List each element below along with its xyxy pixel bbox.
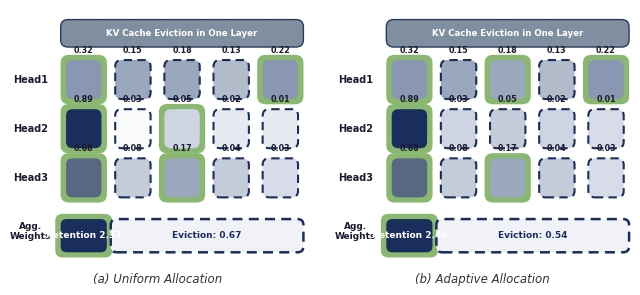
Text: 0.89: 0.89 — [74, 95, 93, 104]
FancyBboxPatch shape — [66, 158, 101, 197]
Text: 0.05: 0.05 — [498, 95, 518, 104]
FancyBboxPatch shape — [441, 60, 476, 99]
FancyBboxPatch shape — [111, 219, 303, 252]
Text: KV Cache Eviction in One Layer: KV Cache Eviction in One Layer — [432, 29, 584, 38]
FancyBboxPatch shape — [164, 60, 200, 99]
Text: 0.13: 0.13 — [221, 46, 241, 55]
FancyBboxPatch shape — [539, 158, 575, 197]
FancyBboxPatch shape — [387, 104, 433, 153]
FancyBboxPatch shape — [490, 60, 525, 99]
FancyBboxPatch shape — [387, 153, 433, 203]
FancyBboxPatch shape — [115, 109, 150, 148]
Text: Head3: Head3 — [13, 173, 47, 183]
Text: 0.32: 0.32 — [74, 46, 93, 55]
FancyBboxPatch shape — [387, 219, 433, 252]
FancyBboxPatch shape — [539, 109, 575, 148]
FancyBboxPatch shape — [484, 55, 531, 104]
FancyBboxPatch shape — [262, 158, 298, 197]
Text: 0.03: 0.03 — [271, 144, 290, 153]
Text: 0.08: 0.08 — [123, 144, 143, 153]
Text: 0.02: 0.02 — [221, 95, 241, 104]
FancyBboxPatch shape — [164, 109, 200, 148]
FancyBboxPatch shape — [159, 104, 205, 153]
Text: 0.18: 0.18 — [498, 46, 518, 55]
FancyBboxPatch shape — [490, 158, 525, 197]
FancyBboxPatch shape — [61, 219, 107, 252]
FancyBboxPatch shape — [441, 109, 476, 148]
Text: 0.18: 0.18 — [172, 46, 192, 55]
FancyBboxPatch shape — [392, 158, 427, 197]
FancyBboxPatch shape — [381, 214, 438, 258]
Text: Eviction: 0.67: Eviction: 0.67 — [172, 231, 242, 240]
FancyBboxPatch shape — [392, 60, 427, 99]
FancyBboxPatch shape — [66, 60, 101, 99]
FancyBboxPatch shape — [164, 158, 200, 197]
FancyBboxPatch shape — [61, 104, 107, 153]
Text: 0.17: 0.17 — [172, 144, 192, 153]
Text: Head1: Head1 — [13, 75, 47, 85]
FancyBboxPatch shape — [441, 158, 476, 197]
Text: Agg.
Weights: Agg. Weights — [335, 222, 376, 241]
Text: 0.17: 0.17 — [498, 144, 518, 153]
FancyBboxPatch shape — [484, 153, 531, 203]
FancyBboxPatch shape — [262, 109, 298, 148]
FancyBboxPatch shape — [490, 109, 525, 148]
Text: 0.03: 0.03 — [596, 144, 616, 153]
Text: Head3: Head3 — [339, 173, 373, 183]
Text: Head2: Head2 — [13, 124, 47, 134]
FancyBboxPatch shape — [115, 158, 150, 197]
FancyBboxPatch shape — [66, 109, 101, 148]
FancyBboxPatch shape — [392, 109, 427, 148]
FancyBboxPatch shape — [159, 153, 205, 203]
Text: 0.15: 0.15 — [123, 46, 143, 55]
Text: 0.04: 0.04 — [547, 144, 566, 153]
Text: Retention 2.46: Retention 2.46 — [372, 231, 447, 240]
Text: Head1: Head1 — [339, 75, 373, 85]
Text: Head2: Head2 — [339, 124, 373, 134]
FancyBboxPatch shape — [115, 60, 150, 99]
FancyBboxPatch shape — [583, 55, 629, 104]
FancyBboxPatch shape — [387, 55, 433, 104]
Text: 0.89: 0.89 — [399, 95, 419, 104]
FancyBboxPatch shape — [257, 55, 303, 104]
Text: 0.04: 0.04 — [221, 144, 241, 153]
Text: 0.15: 0.15 — [449, 46, 468, 55]
Text: Eviction: 0.54: Eviction: 0.54 — [498, 231, 568, 240]
Text: 0.68: 0.68 — [74, 144, 93, 153]
Text: 0.03: 0.03 — [449, 95, 468, 104]
Text: 0.22: 0.22 — [271, 46, 291, 55]
Text: 0.01: 0.01 — [596, 95, 616, 104]
Text: 0.05: 0.05 — [172, 95, 192, 104]
Text: (a) Uniform Allocation: (a) Uniform Allocation — [93, 273, 222, 286]
FancyBboxPatch shape — [214, 60, 249, 99]
Text: 0.13: 0.13 — [547, 46, 566, 55]
Text: 0.68: 0.68 — [399, 144, 419, 153]
Text: (b) Adaptive Allocation: (b) Adaptive Allocation — [415, 273, 550, 286]
FancyBboxPatch shape — [436, 219, 629, 252]
Text: Retention 2.33: Retention 2.33 — [46, 231, 122, 240]
Text: 0.02: 0.02 — [547, 95, 567, 104]
FancyBboxPatch shape — [61, 55, 107, 104]
Text: 0.01: 0.01 — [271, 95, 290, 104]
FancyBboxPatch shape — [61, 19, 303, 47]
Text: 0.08: 0.08 — [449, 144, 468, 153]
Text: 0.03: 0.03 — [123, 95, 143, 104]
FancyBboxPatch shape — [214, 158, 249, 197]
Text: 0.22: 0.22 — [596, 46, 616, 55]
FancyBboxPatch shape — [61, 153, 107, 203]
FancyBboxPatch shape — [588, 158, 624, 197]
Text: 0.32: 0.32 — [399, 46, 419, 55]
FancyBboxPatch shape — [588, 109, 624, 148]
FancyBboxPatch shape — [214, 109, 249, 148]
FancyBboxPatch shape — [539, 60, 575, 99]
Text: KV Cache Eviction in One Layer: KV Cache Eviction in One Layer — [106, 29, 258, 38]
FancyBboxPatch shape — [387, 19, 629, 47]
FancyBboxPatch shape — [55, 214, 112, 258]
FancyBboxPatch shape — [262, 60, 298, 99]
Text: Agg.
Weights: Agg. Weights — [10, 222, 51, 241]
FancyBboxPatch shape — [588, 60, 624, 99]
